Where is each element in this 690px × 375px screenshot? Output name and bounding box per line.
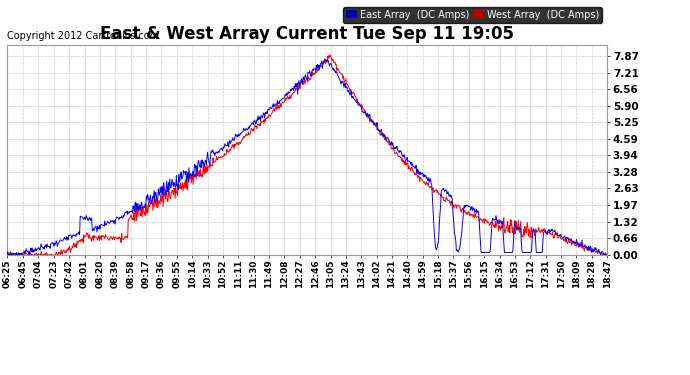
Title: East & West Array Current Tue Sep 11 19:05: East & West Array Current Tue Sep 11 19:… [100,26,514,44]
Text: Copyright 2012 Cartronics.com: Copyright 2012 Cartronics.com [7,32,159,41]
Legend: East Array  (DC Amps), West Array  (DC Amps): East Array (DC Amps), West Array (DC Amp… [343,7,602,22]
